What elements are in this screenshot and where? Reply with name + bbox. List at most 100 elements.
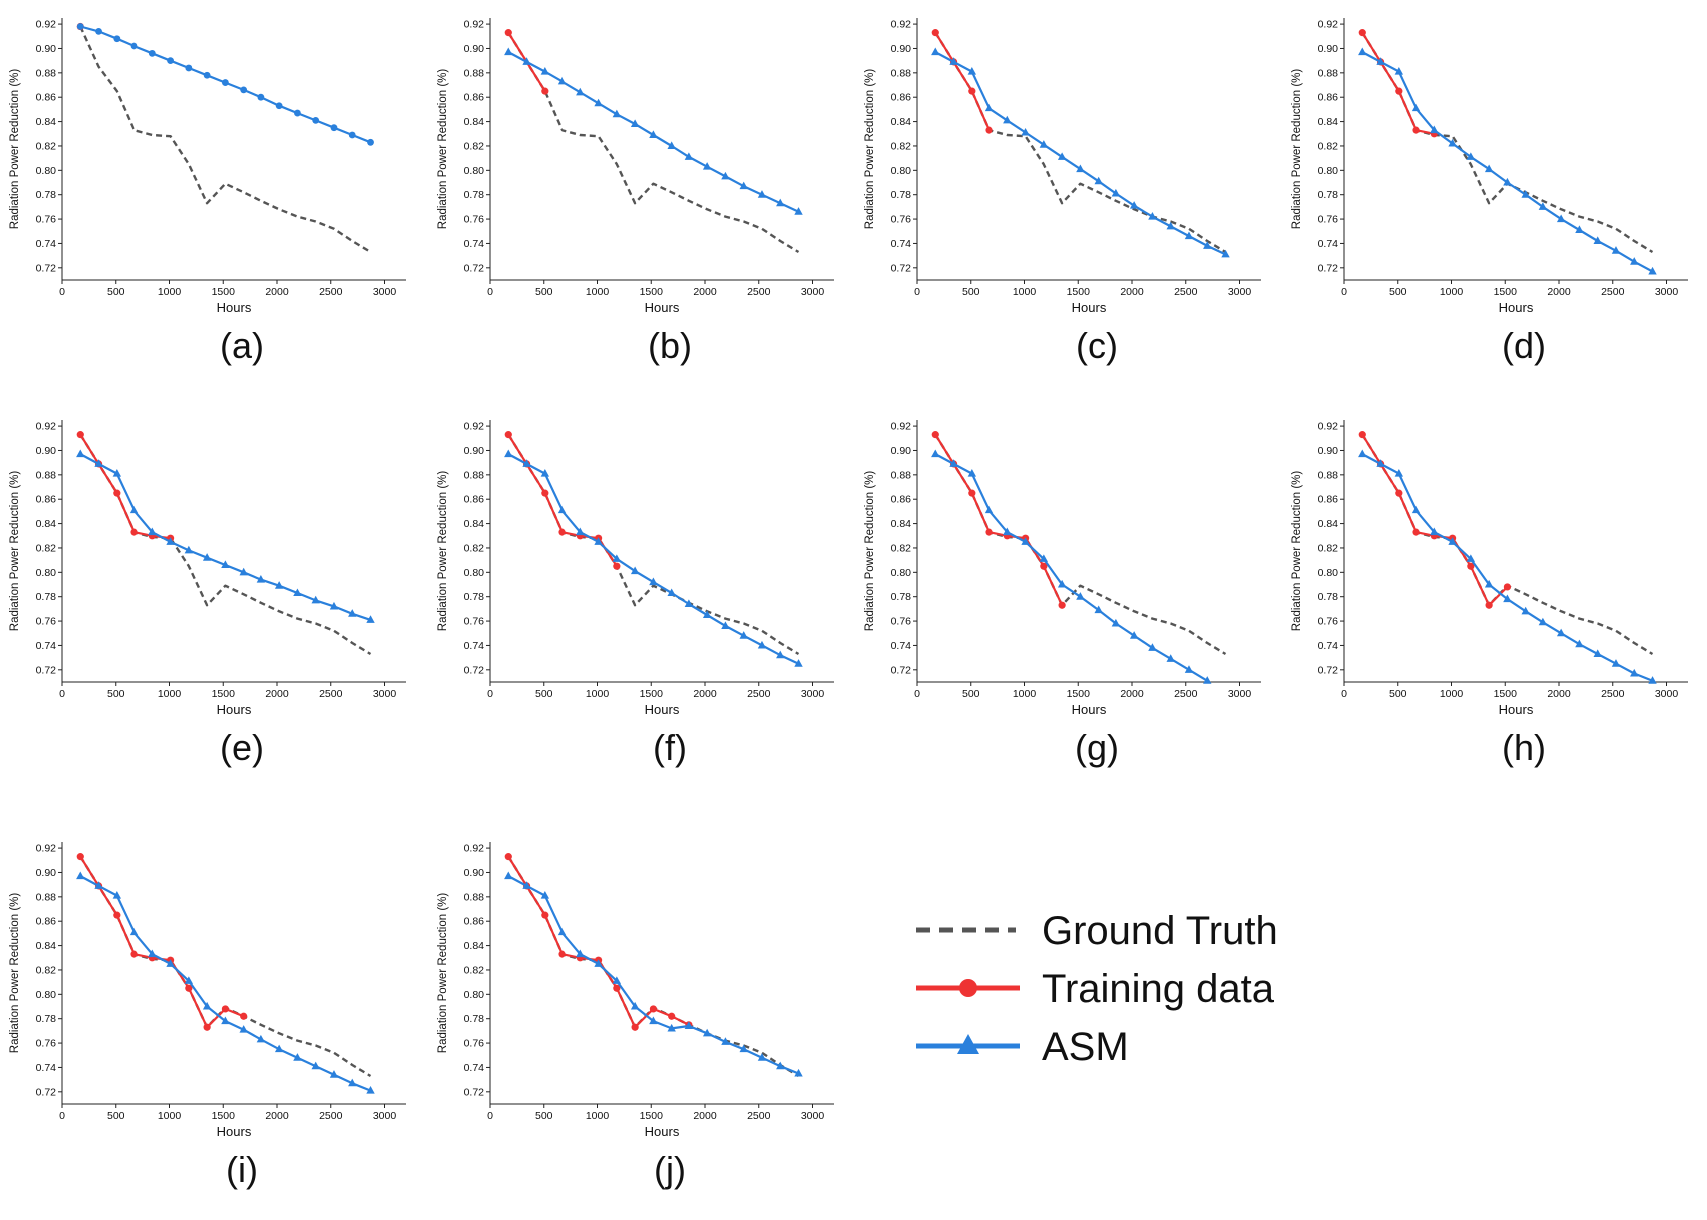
x-tick-label: 1500: [1067, 286, 1091, 298]
y-tick-label: 0.72: [464, 1086, 485, 1098]
y-tick-label: 0.72: [464, 664, 485, 676]
x-axis-label: Hours: [217, 300, 252, 315]
x-tick-label: 2500: [319, 286, 343, 298]
training-point: [985, 126, 993, 134]
legend-label-ground-truth: Ground Truth: [1042, 909, 1278, 953]
x-tick-label: 500: [1389, 688, 1407, 700]
asm-point: [185, 64, 193, 72]
y-axis-label: Radiation Power Reduction (%): [9, 69, 21, 230]
x-tick-label: 1500: [640, 286, 664, 298]
series-line-asm: [507, 875, 799, 1075]
asm-point: [222, 79, 229, 86]
series-line-ground-truth: [934, 31, 1227, 254]
x-tick-label: 0: [59, 688, 65, 700]
training-point: [1058, 601, 1066, 609]
asm-point: [630, 1001, 640, 1010]
y-axis-label: Radiation Power Reduction (%): [1291, 471, 1303, 632]
asm-point: [76, 449, 85, 458]
y-tick-label: 0.82: [1318, 140, 1339, 152]
x-tick-label: 0: [59, 286, 65, 298]
asm-point: [702, 610, 712, 618]
y-tick-label: 0.74: [1318, 640, 1339, 652]
asm-point: [239, 1025, 248, 1033]
y-tick-label: 0.92: [891, 19, 912, 31]
series-line-asm: [507, 453, 799, 665]
asm-point: [557, 76, 567, 85]
series-line-training: [79, 856, 245, 1029]
asm-point: [275, 102, 283, 110]
y-axis-label: Radiation Power Reduction (%): [437, 69, 449, 230]
x-tick-label: 3000: [1655, 286, 1679, 298]
asm-point: [148, 949, 157, 958]
asm-point: [94, 881, 103, 889]
panel-caption: (j): [654, 1149, 686, 1190]
asm-point: [1611, 659, 1621, 667]
asm-point: [1376, 459, 1385, 467]
training-point: [968, 87, 976, 95]
x-tick-label: 1500: [1067, 688, 1091, 700]
asm-point: [594, 959, 603, 967]
y-tick-label: 0.92: [464, 19, 485, 31]
y-tick-label: 0.82: [464, 964, 485, 976]
legend-label-training-data: Training data: [1042, 967, 1274, 1011]
legend-label-asm: ASM: [1042, 1025, 1129, 1069]
asm-point: [1630, 257, 1639, 265]
y-axis-label: Radiation Power Reduction (%): [437, 893, 449, 1054]
asm-point: [1166, 221, 1175, 230]
asm-point: [1111, 618, 1121, 627]
series-line-training: [507, 434, 618, 567]
y-tick-label: 0.74: [36, 1062, 57, 1074]
asm-point: [76, 871, 85, 880]
asm-point: [1076, 164, 1085, 173]
x-axis-label: Hours: [645, 1124, 680, 1139]
training-point: [1485, 601, 1493, 609]
x-tick-label: 0: [1341, 688, 1347, 700]
y-tick-label: 0.92: [464, 843, 485, 855]
y-tick-label: 0.74: [464, 1062, 485, 1074]
y-tick-label: 0.74: [36, 640, 57, 652]
asm-point: [1648, 676, 1657, 684]
asm-point: [1611, 246, 1621, 254]
asm-point: [1484, 579, 1494, 588]
asm-point: [1593, 649, 1602, 657]
asm-point: [148, 527, 157, 536]
y-tick-label: 0.90: [1318, 43, 1339, 55]
asm-point: [348, 1078, 357, 1087]
y-tick-label: 0.88: [1318, 469, 1339, 481]
series-line-asm: [79, 875, 371, 1092]
asm-point: [1003, 115, 1012, 124]
asm-point: [721, 621, 730, 629]
legend-item-training-data: Training data: [912, 963, 1332, 1013]
x-tick-label: 1500: [640, 688, 664, 700]
y-tick-label: 0.88: [1318, 67, 1339, 79]
asm-point: [612, 109, 622, 118]
y-tick-label: 0.78: [1318, 189, 1339, 201]
y-tick-label: 0.86: [464, 92, 485, 104]
x-tick-label: 1500: [640, 1110, 664, 1122]
training-point: [1467, 562, 1475, 570]
chart-panel-e: 0 500 1000 1500 2000 2500 3000 0.72 0.74 0.76 0.78…: [9, 420, 406, 768]
training-point: [1412, 126, 1420, 134]
asm-point: [166, 959, 175, 967]
asm-point: [330, 124, 338, 132]
y-tick-label: 0.86: [891, 494, 912, 506]
series-line-ground-truth: [79, 855, 372, 1078]
asm-point: [1538, 617, 1548, 626]
chart-panel-f: 0 500 1000 1500 2000 2500 3000 0.72 0.74 0.76 0.78…: [437, 420, 834, 768]
y-tick-label: 0.88: [891, 67, 912, 79]
asm-point: [166, 537, 175, 545]
asm-point: [612, 976, 622, 984]
asm-point: [1203, 676, 1212, 684]
training-point: [240, 1012, 248, 1020]
y-tick-label: 0.86: [1318, 494, 1339, 506]
y-tick-label: 0.92: [464, 421, 485, 433]
asm-point: [649, 130, 658, 138]
asm-point: [522, 57, 531, 65]
asm-point: [1521, 606, 1530, 615]
asm-point: [949, 459, 958, 467]
legend: Ground Truth Training data ASM: [912, 905, 1332, 1075]
y-tick-label: 0.78: [464, 1013, 485, 1025]
asm-point: [112, 891, 122, 899]
y-tick-label: 0.76: [464, 1038, 485, 1050]
x-tick-label: 2000: [265, 1110, 289, 1122]
